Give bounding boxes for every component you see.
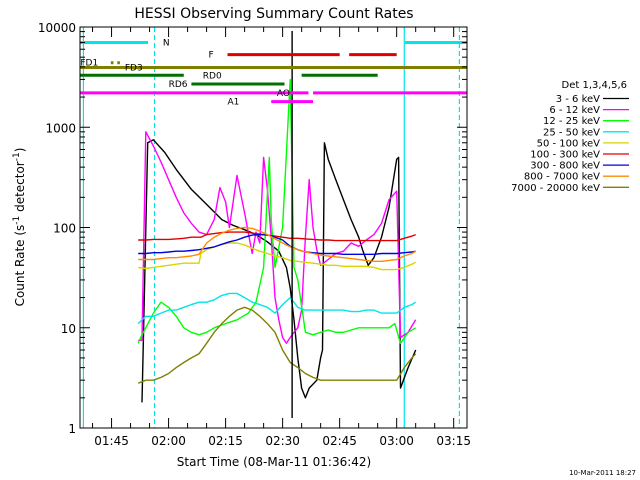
y-axis-title-main: Count Rate (s [13, 225, 27, 307]
mode-bar-label-7: A1 [228, 98, 240, 108]
legend-label-7: 800 - 7000 keV [524, 172, 600, 183]
x-tick-label-5: 03:00 [379, 434, 414, 448]
y-axis-title-mid: detector [13, 161, 27, 216]
mode-bar-label-2: FD1 [80, 59, 98, 69]
chart-title: HESSI Observing Summary Count Rates [134, 6, 413, 22]
series-line-1 [138, 131, 417, 344]
x-tick-label-1: 02:00 [151, 434, 186, 448]
series-line-7 [138, 226, 417, 262]
series-line-8 [137, 306, 417, 384]
legend-label-5: 100 - 300 keV [530, 150, 600, 161]
y-axis-title-sup2: -1 [12, 152, 22, 161]
y-tick-label-4: 10000 [38, 21, 76, 35]
series-group [137, 31, 417, 418]
legend-label-4: 50 - 100 keV [537, 138, 601, 149]
axes: 01:45 02:00 02:15 02:30 02:45 03:00 03:15 1 10 10… [38, 21, 471, 448]
series-line-4 [138, 242, 417, 271]
x-tick-label-3: 02:30 [265, 434, 300, 448]
y-tick-label-3: 1000 [45, 121, 76, 135]
x-axis-title: Start Time (08-Mar-11 01:36:42) [177, 455, 371, 469]
legend-label-0: 3 - 6 keV [556, 94, 600, 105]
y-tick-label-1: 10 [61, 322, 76, 336]
x-tick-label-6: 03:15 [436, 434, 471, 448]
legend-label-3: 25 - 50 keV [543, 127, 600, 138]
mode-bars: N F FD1 FD3 RD0 RD6 AO A1 [80, 39, 467, 108]
x-tick-label-4: 02:45 [322, 434, 357, 448]
x-tick-label-2: 02:15 [208, 434, 243, 448]
series-line-0 [141, 139, 417, 403]
legend-label-6: 300 - 800 keV [530, 161, 600, 172]
timestamp-stamp: 10-Mar-2011 18:27 [569, 469, 636, 477]
mode-bar-label-6: AO [277, 89, 290, 99]
legend-label-2: 12 - 25 keV [543, 116, 600, 127]
y-axis-title: Count Rate (s-1 detector-1) [12, 148, 27, 307]
series-line-2 [137, 78, 417, 344]
x-tick-label-0: 01:45 [94, 434, 129, 448]
legend-header: Det 1,3,4,5,6 [562, 80, 627, 91]
mode-bar-label-5: RD6 [169, 80, 188, 90]
y-axis-title-sup1: -1 [12, 216, 22, 225]
y-tick-label-0: 1 [68, 422, 76, 436]
mode-bar-label-1: F [208, 51, 213, 61]
y-axis-title-end: ) [13, 148, 27, 153]
legend-label-1: 6 - 12 keV [549, 105, 600, 116]
legend-label-8: 7000 - 20000 keV [511, 183, 600, 194]
series-line-6 [138, 233, 416, 255]
series-line-5 [138, 231, 416, 242]
mode-bar-label-3: FD3 [125, 63, 143, 73]
mode-bar-label-4: RD0 [203, 71, 222, 81]
series-line-3 [137, 292, 417, 325]
mode-bar-label-0: N [163, 39, 170, 49]
y-tick-label-2: 100 [53, 222, 76, 236]
